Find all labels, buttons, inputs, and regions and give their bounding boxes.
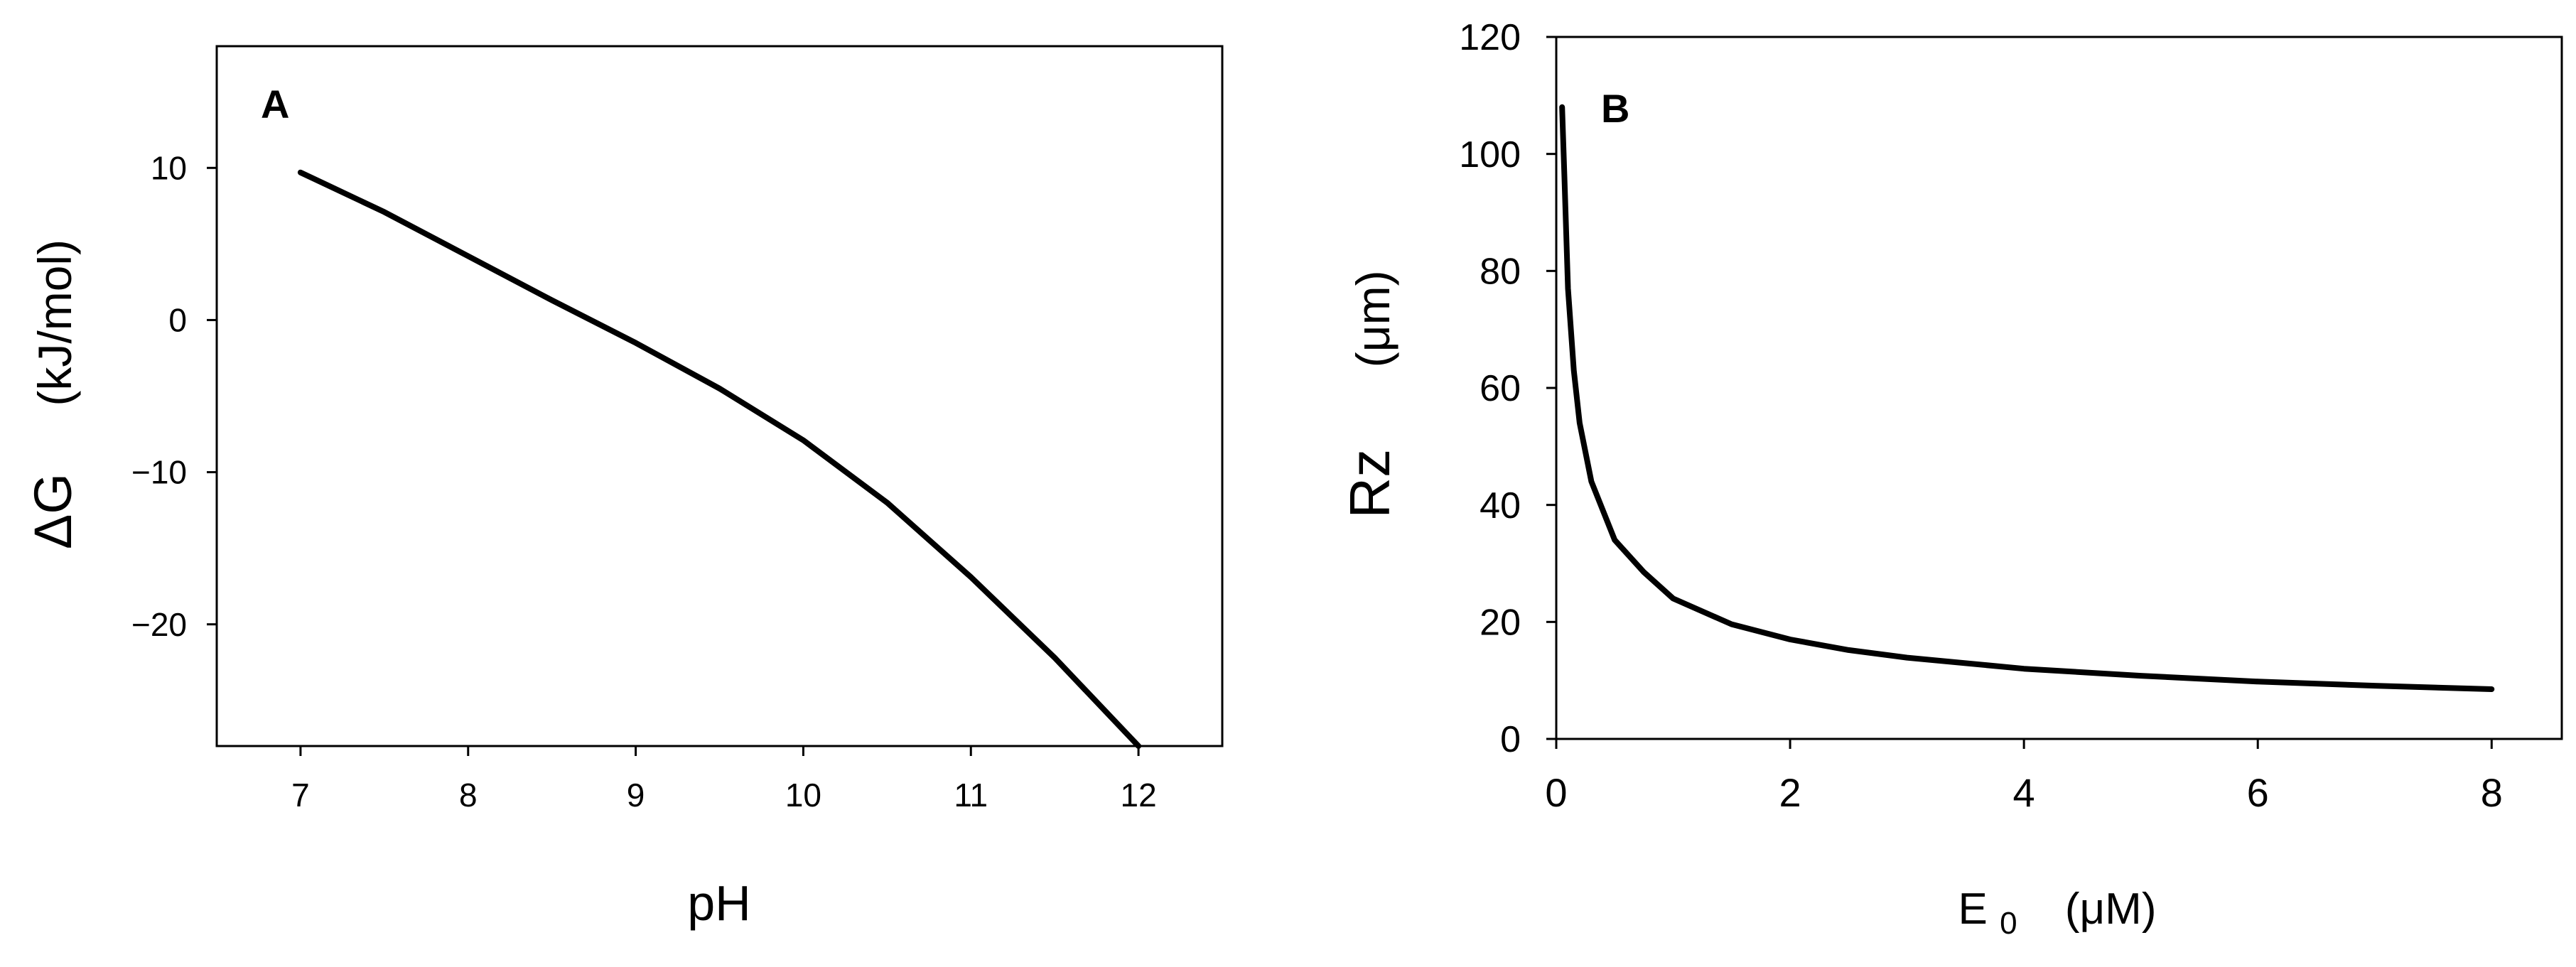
x-axis-title-b-symbol: E [1958,885,1988,934]
series-line-b [1559,104,2495,692]
plot-frame-a [215,45,1224,747]
y-tick-label-b: 40 [1480,485,1521,526]
x-tick-label-b: 4 [2013,770,2035,815]
y-tick-label-a: −20 [131,606,187,643]
x-axis-title-b: E 0 (μM) [1958,885,2157,944]
x-tick-label-b: 8 [2481,770,2503,815]
x-tick-labels-a: 7 8 9 10 11 12 [291,777,1157,814]
x-tick-label-a: 12 [1120,777,1156,814]
x-tick-label-a: 8 [459,777,478,814]
chart-panel-b: 0 2 4 6 8 0 20 40 60 80 100 120 B E 0 (μM) Rz (μm) [1338,17,2563,944]
y-tick-label-b: 0 [1500,719,1521,760]
y-tick-labels-a: 10 0 −10 −20 [131,149,187,642]
panel-label-b: B [1601,86,1629,131]
y-tick-label-b: 120 [1459,17,1521,58]
y-axis-title-b: Rz (μm) [1338,270,1401,518]
y-axis-title-b-unit: (μm) [1347,270,1399,367]
y-tick-label-b: 80 [1480,252,1521,293]
x-axis-title-b-subscript: 0 [2000,906,2017,941]
series-line-a [297,169,1142,749]
x-tick-labels-b: 0 2 4 6 8 [1545,770,2502,815]
x-tick-label-b: 2 [1779,770,1801,815]
y-tick-labels-b: 0 20 40 60 80 100 120 [1459,17,1521,760]
y-axis-title-b-symbol: Rz [1338,449,1401,519]
y-axis-title-a-unit: (kJ/mol) [28,239,81,406]
x-tick-label-a: 10 [785,777,821,814]
x-axis-title-b-unit: (μM) [2065,885,2157,934]
y-tick-label-b: 20 [1480,603,1521,644]
y-tick-label-b: 100 [1459,134,1521,175]
panel-label-a: A [261,82,289,126]
y-axis-title-a: ΔG (kJ/mol) [23,239,82,549]
y-tick-label-b: 60 [1480,368,1521,409]
x-tick-label-a: 11 [954,777,988,814]
y-tick-label-a: 10 [151,149,187,186]
plot-frame-b [1555,36,2563,740]
x-axis-title-a: pH [687,875,750,931]
x-tick-label-a: 9 [627,777,645,814]
chart-panel-a: 7 8 9 10 11 12 10 0 −10 −20 A pH ΔG (kJ/mol) [23,45,1224,931]
x-tick-label-a: 7 [291,777,310,814]
y-tick-label-a: 0 [168,302,187,339]
tick-marks-b [1546,36,2493,749]
tick-marks-a [207,166,1140,756]
x-tick-label-b: 6 [2247,770,2269,815]
x-tick-label-b: 0 [1545,770,1567,815]
y-axis-title-a-symbol: ΔG [23,473,82,549]
y-tick-label-a: −10 [131,454,187,491]
